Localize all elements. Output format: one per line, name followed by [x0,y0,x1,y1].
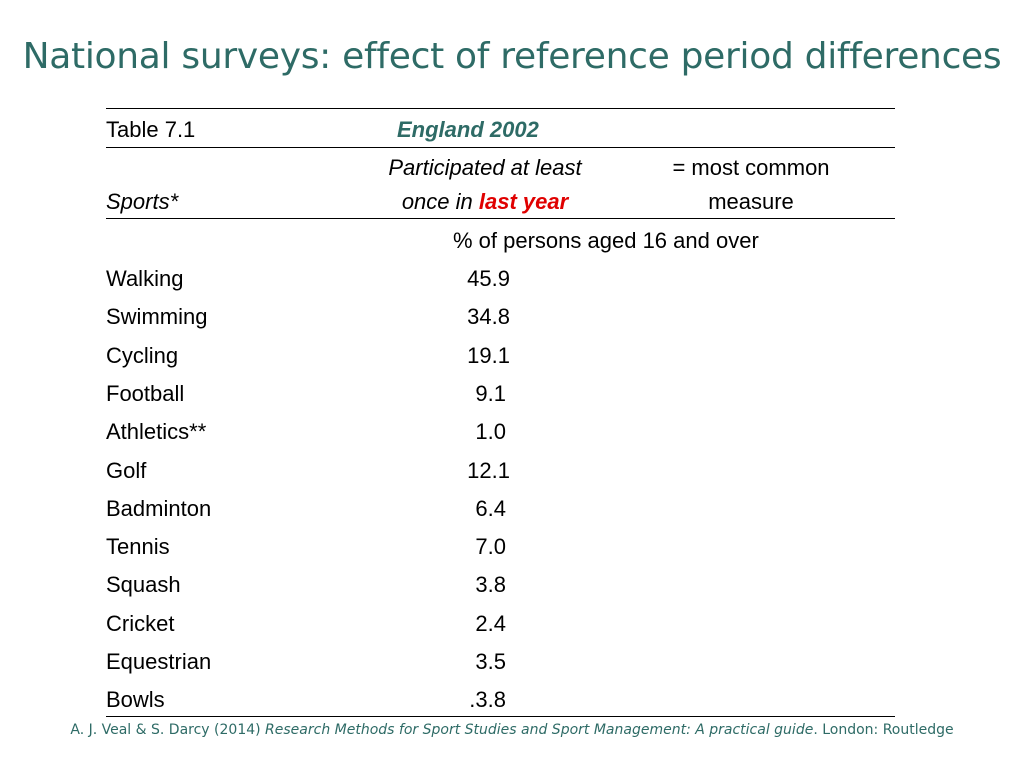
citation-authors: A. J. Veal & S. Darcy (2014) [70,722,266,738]
sport-name: Football [106,380,185,406]
sport-name: Tennis [106,534,170,560]
participation-value: 34.8 [467,304,510,330]
participation-value: 3.8 [475,572,506,598]
table-row: Athletics** 1.0 [106,419,626,457]
col2-header-line2: measure [708,189,794,214]
table-row: Equestrian 3.5 [106,649,626,687]
participation-value: .3.8 [469,687,506,713]
sport-name: Golf [106,457,147,483]
participation-value: 7.0 [475,534,506,560]
units-note: % of persons aged 16 and over [453,228,759,253]
col1-header-line2: once in last year [345,189,625,215]
sport-name: Athletics** [106,419,207,445]
participation-value: 6.4 [475,495,506,521]
table-row: Football 9.1 [106,381,626,419]
participation-value: 1.0 [475,419,506,445]
table-row: Cycling 19.1 [106,343,626,381]
table-row: Walking 45.9 [106,266,626,304]
sports-header: Sports* [106,189,179,214]
participation-value: 3.5 [475,649,506,674]
table-row: Squash 3.8 [106,572,626,610]
col2-header-line1: = most common [672,155,830,180]
region-year: England 2002 [397,117,539,142]
citation-book-title: Research Methods for Sport Studies and S… [265,722,814,738]
citation: A. J. Veal & S. Darcy (2014) Research Me… [0,722,1024,738]
table-row: Golf 12.1 [106,458,626,496]
col1-header-prefix: once in [401,189,479,214]
sport-name: Equestrian [106,649,212,674]
participation-value: 45.9 [467,266,510,291]
slide-title: National surveys: effect of reference pe… [22,36,1002,77]
participation-value: 9.1 [475,380,506,406]
sport-name: Cricket [106,610,175,636]
sport-name: Squash [106,572,181,598]
last-year-highlight: last year [478,189,569,214]
participation-value: 19.1 [467,342,510,368]
col1-header-line1: Participated at least [388,155,582,180]
table-top-rule [106,108,895,109]
table-row: Badminton 6.4 [106,496,626,534]
table-row: Cricket 2.4 [106,611,626,649]
table-columns-rule [106,218,895,219]
table-row: Bowls .3.8 [106,687,626,725]
table-header-rule [106,147,895,148]
sport-name: Walking [106,266,184,291]
sport-name: Swimming [106,304,208,330]
sport-name: Cycling [106,342,179,368]
table-bottom-rule [106,716,895,717]
sport-name: Bowls [106,687,165,713]
table-row: Tennis 7.0 [106,534,626,572]
participation-value: 12.1 [467,457,510,483]
participation-value: 2.4 [475,610,506,636]
table-row: Swimming 34.8 [106,304,626,342]
sport-name: Badminton [106,495,212,521]
citation-publisher: . London: Routledge [813,722,954,738]
table-label: Table 7.1 [106,117,196,142]
